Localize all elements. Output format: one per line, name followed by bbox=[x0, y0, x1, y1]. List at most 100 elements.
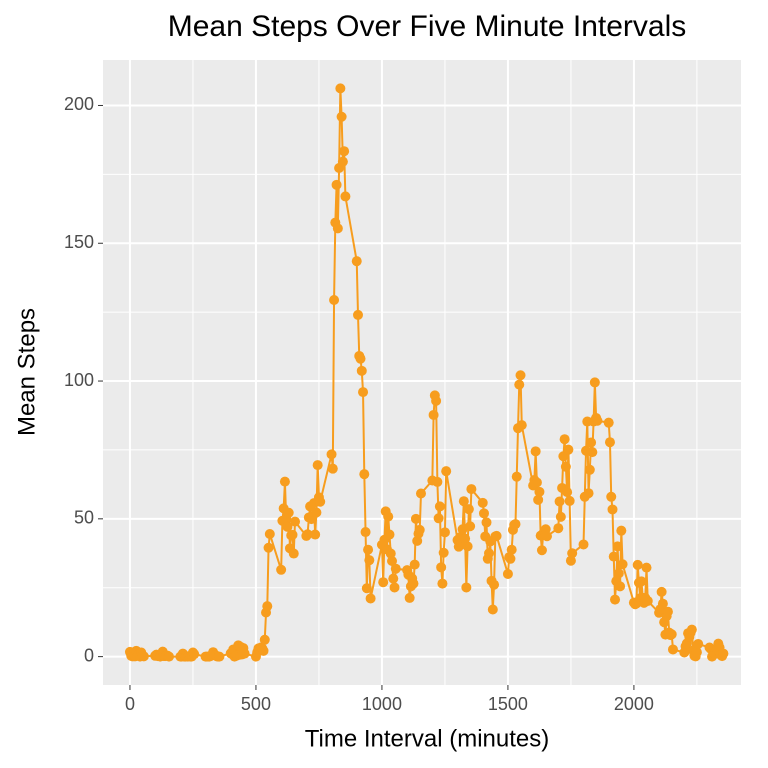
point bbox=[326, 449, 337, 460]
point bbox=[288, 548, 299, 559]
point bbox=[340, 191, 351, 202]
point bbox=[562, 487, 573, 498]
point bbox=[481, 517, 492, 528]
point bbox=[460, 533, 471, 544]
point bbox=[239, 648, 250, 659]
point bbox=[505, 553, 516, 564]
point bbox=[189, 649, 200, 660]
point bbox=[463, 504, 474, 515]
point bbox=[541, 531, 552, 542]
point bbox=[559, 434, 570, 445]
point bbox=[656, 586, 667, 597]
point bbox=[410, 513, 421, 524]
point bbox=[383, 511, 394, 522]
point bbox=[567, 548, 578, 559]
point bbox=[432, 476, 443, 487]
point bbox=[610, 594, 621, 605]
point bbox=[329, 295, 340, 306]
point bbox=[438, 547, 449, 558]
point bbox=[667, 644, 678, 655]
point bbox=[360, 527, 371, 538]
point bbox=[335, 83, 346, 94]
point bbox=[310, 529, 321, 540]
point bbox=[560, 461, 571, 472]
point bbox=[279, 476, 290, 487]
point bbox=[409, 559, 420, 570]
y-tick-label: 150 bbox=[64, 232, 94, 252]
point bbox=[607, 504, 618, 515]
point bbox=[290, 516, 301, 527]
point bbox=[506, 544, 517, 555]
point bbox=[138, 651, 149, 662]
point bbox=[389, 582, 400, 593]
point bbox=[478, 508, 489, 519]
y-axis-label: Mean Steps bbox=[13, 308, 40, 436]
point bbox=[564, 495, 575, 506]
point bbox=[461, 582, 472, 593]
point bbox=[302, 529, 313, 540]
point bbox=[608, 551, 619, 562]
point bbox=[592, 415, 603, 426]
x-tick-label: 500 bbox=[241, 694, 271, 714]
point bbox=[477, 497, 488, 508]
point bbox=[408, 578, 419, 589]
point bbox=[565, 555, 576, 566]
point bbox=[466, 484, 477, 495]
point bbox=[339, 146, 350, 157]
point bbox=[441, 466, 452, 477]
y-tick-label: 200 bbox=[64, 94, 94, 114]
point bbox=[390, 563, 401, 574]
point bbox=[632, 559, 643, 570]
point bbox=[553, 523, 564, 534]
point bbox=[693, 638, 704, 649]
point bbox=[662, 606, 673, 617]
point bbox=[606, 491, 617, 502]
point bbox=[511, 471, 522, 482]
point bbox=[612, 541, 623, 552]
point bbox=[604, 437, 615, 448]
point bbox=[484, 548, 495, 559]
point bbox=[642, 595, 653, 606]
point bbox=[365, 593, 376, 604]
point bbox=[355, 353, 366, 364]
point bbox=[336, 111, 347, 122]
point bbox=[636, 576, 647, 587]
point bbox=[258, 645, 269, 656]
point bbox=[358, 387, 369, 398]
point bbox=[351, 256, 362, 267]
point bbox=[586, 437, 597, 448]
point bbox=[534, 486, 545, 497]
point bbox=[578, 539, 589, 550]
y-tick-label: 100 bbox=[64, 370, 94, 390]
point bbox=[641, 562, 652, 573]
point bbox=[584, 464, 595, 475]
point bbox=[388, 573, 399, 584]
point bbox=[283, 507, 294, 518]
point bbox=[214, 651, 225, 662]
point bbox=[554, 496, 565, 507]
point bbox=[387, 555, 398, 566]
x-tick-label: 1500 bbox=[488, 694, 528, 714]
point bbox=[361, 583, 372, 594]
point bbox=[487, 604, 498, 615]
point bbox=[431, 395, 442, 406]
point bbox=[428, 409, 439, 420]
point bbox=[312, 460, 323, 471]
point bbox=[587, 447, 598, 458]
point bbox=[363, 544, 374, 555]
point bbox=[385, 548, 396, 559]
point bbox=[378, 577, 389, 588]
point bbox=[530, 446, 541, 457]
point bbox=[164, 651, 175, 662]
point bbox=[352, 309, 363, 320]
point bbox=[616, 525, 627, 536]
point bbox=[666, 629, 677, 640]
x-axis-label: Time Interval (minutes) bbox=[305, 725, 550, 752]
x-tick-label: 2000 bbox=[614, 694, 654, 714]
y-tick-label: 50 bbox=[74, 508, 94, 528]
point bbox=[332, 223, 343, 234]
point bbox=[533, 494, 544, 505]
point bbox=[262, 601, 273, 612]
point bbox=[603, 417, 614, 428]
